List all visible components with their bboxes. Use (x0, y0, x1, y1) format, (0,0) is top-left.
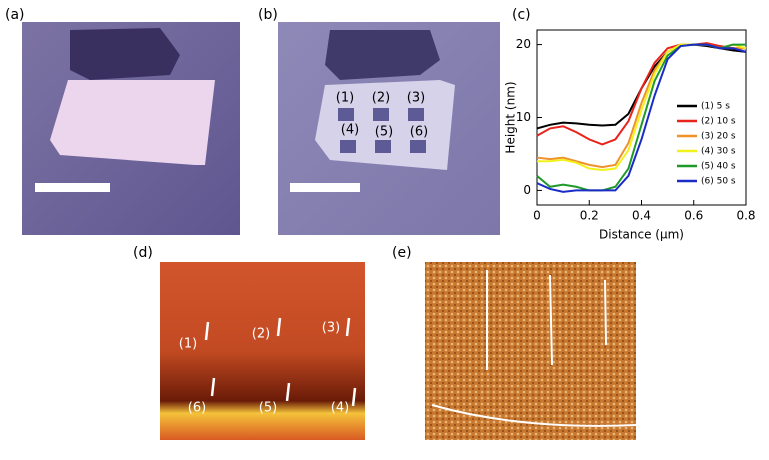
y-axis-label: Height (nm) (504, 81, 518, 153)
x-tick-label: 0.2 (580, 209, 599, 223)
image-b (278, 22, 500, 235)
region-label: (6) (410, 125, 428, 140)
panel-label: (c) (512, 7, 531, 23)
y-tick-label: 10 (516, 110, 531, 124)
image-e (425, 262, 637, 440)
region-label: (1) (179, 337, 197, 352)
region-label: (2) (372, 91, 390, 106)
x-axis-label: Distance (μm) (599, 228, 684, 242)
legend-label: (1) 5 s (701, 102, 730, 112)
legend-label: (2) 10 s (701, 117, 736, 127)
region-label: (6) (188, 401, 206, 416)
region-label: (3) (322, 321, 340, 336)
panel-label: (d) (133, 245, 153, 261)
data-line (536, 43, 747, 193)
x-tick-label: 0.6 (684, 209, 703, 223)
panel-label: (b) (258, 7, 278, 23)
image-d (160, 262, 365, 440)
region-label: (1) (336, 91, 354, 106)
panel-label: (a) (5, 7, 25, 23)
legend-label: (5) 40 s (701, 162, 736, 172)
data-line (536, 42, 746, 146)
region-label: (2) (252, 327, 270, 342)
legend-label: (6) 50 s (701, 177, 736, 187)
region-label: (4) (341, 123, 359, 138)
legend-label: (3) 20 s (701, 132, 736, 142)
region-label: (4) (331, 401, 349, 416)
legend-label: (4) 30 s (701, 147, 736, 157)
image-a (22, 22, 240, 235)
y-tick-label: 0 (523, 183, 531, 197)
y-tick-label: 20 (516, 37, 531, 51)
region-label: (3) (407, 91, 425, 106)
panel-label: (e) (392, 245, 412, 261)
region-label: (5) (375, 125, 393, 140)
x-tick-label: 0.4 (632, 209, 651, 223)
x-tick-label: 0 (533, 209, 541, 223)
x-tick-label: 0.8 (736, 209, 755, 223)
region-label: (5) (259, 401, 277, 416)
